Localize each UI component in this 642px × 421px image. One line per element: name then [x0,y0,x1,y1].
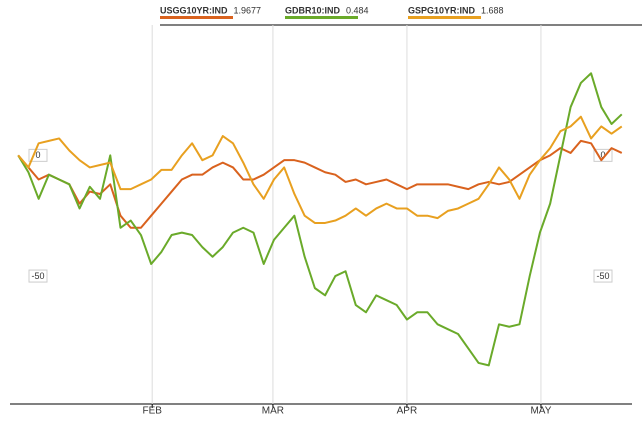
legend-name: USGG10YR:IND [160,5,228,15]
legend-value: 1.688 [481,5,504,15]
x-tick-label: FEB [142,406,162,417]
series-line [17,139,623,229]
series-line [17,72,623,367]
legend-swatch [408,16,481,19]
legend-value: 1.9677 [234,5,262,15]
legend-value: 0.484 [346,5,369,15]
y-tick-box [28,269,48,283]
y-tick-label: -50 [31,271,44,281]
y-tick-label-right: -50 [596,271,609,281]
x-tick-label: MAY [530,406,551,417]
legend-swatch [285,16,358,19]
y-tick-box [28,148,48,162]
y-tick-label: 0 [35,150,40,160]
series-line [17,115,623,224]
y-tick-label-right: 0 [600,150,605,160]
legend-swatch [160,16,233,19]
legend-name: GSPG10YR:IND [408,5,476,15]
x-tick-label: MAR [262,406,284,417]
x-tick-label: APR [397,406,418,417]
legend-name: GDBR10:IND [285,5,341,15]
y-tick-box [593,269,613,283]
